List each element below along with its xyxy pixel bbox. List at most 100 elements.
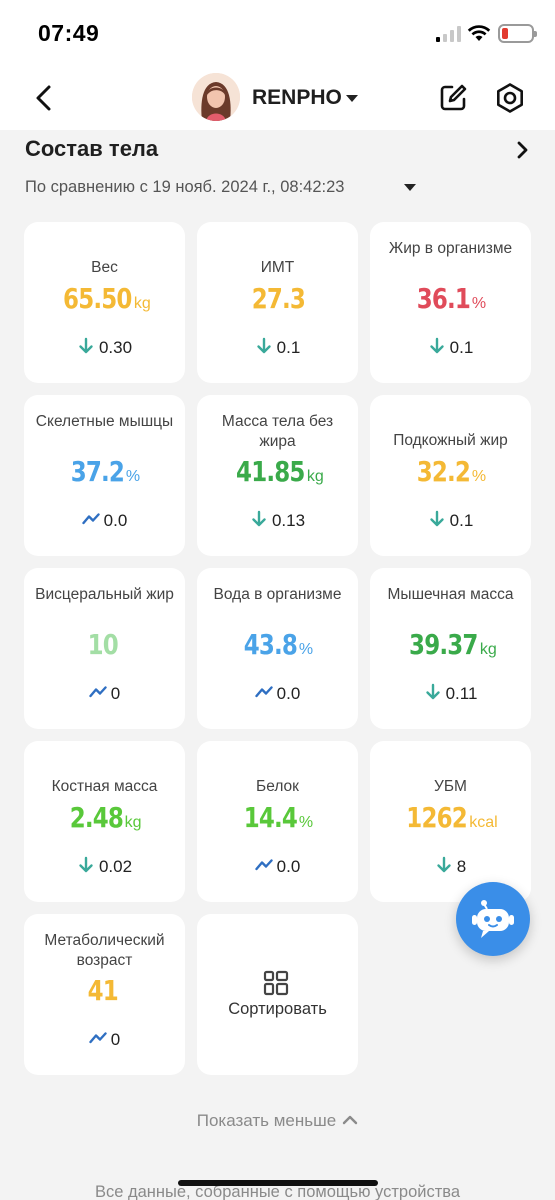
metric-value: 36.1% (370, 282, 531, 315)
show-less-label: Показать меньше (196, 1111, 337, 1130)
metric-change-value: 0.1 (276, 338, 301, 357)
metric-card[interactable]: ИМТ 27.3 0.1 (197, 222, 358, 383)
metric-change: 0.02 (24, 856, 185, 877)
metric-number: 10 (87, 628, 119, 661)
metric-number: 41 (87, 974, 119, 1007)
metric-unit: % (125, 468, 141, 485)
metric-card[interactable]: Костная масса 2.48 kg 0.02 (24, 741, 185, 902)
metric-unit: % (298, 641, 314, 658)
metric-change-value: 0.30 (98, 338, 133, 357)
metric-change-value: 0 (110, 1030, 121, 1049)
metric-value: 27.3 (197, 282, 358, 315)
metric-label: Скелетные мышцы (35, 413, 174, 430)
metric-change-value: 8 (456, 857, 467, 876)
metric-card[interactable]: Вода в организме 43.8% 0.0 (197, 568, 358, 729)
metric-change: 0.13 (197, 510, 358, 531)
metric-value: 37.2% (24, 455, 185, 488)
metric-change-value: 0.0 (276, 684, 301, 703)
metric-card[interactable]: Висцеральный жир 10 0 (24, 568, 185, 729)
battery-icon (498, 24, 537, 43)
metric-change: 0.30 (24, 337, 185, 358)
metric-label: Костная масса (51, 778, 158, 795)
metric-unit: % (298, 814, 314, 831)
metric-change-value: 0.13 (271, 511, 306, 530)
metric-label: Подкожный жир (393, 432, 508, 449)
metric-number: 36.1 (416, 282, 471, 315)
metric-unit: % (471, 295, 487, 312)
arrow-down-icon (79, 337, 93, 354)
home-indicator (178, 1180, 378, 1186)
metric-value: 10 (24, 628, 185, 661)
edit-button[interactable] (437, 82, 469, 114)
metric-change-value: 0.1 (449, 511, 474, 530)
assistant-bot-button[interactable] (456, 882, 530, 956)
metric-label: Жир в организме (388, 240, 513, 257)
metric-card[interactable]: Мышечная масса 39.37 kg 0.11 (370, 568, 531, 729)
metric-unit: kg (306, 468, 324, 485)
metric-change: 8 (370, 856, 531, 877)
arrow-down-icon (429, 510, 444, 527)
arrow-down-icon (79, 856, 93, 873)
metric-label: Метаболический возраст (44, 932, 165, 969)
sort-card[interactable]: Сортировать (197, 914, 358, 1075)
metric-number: 2.48 (69, 801, 123, 834)
comparison-dropdown-caret-icon[interactable] (404, 184, 416, 191)
trend-flat-wave-icon (254, 686, 273, 698)
arrow-down-icon (437, 856, 451, 873)
metric-change: 0.0 (24, 510, 185, 531)
metric-card[interactable]: Масса тела без жира 41.85 kg 0.13 (197, 395, 358, 556)
metric-label: Вес (91, 259, 118, 276)
metric-unit: kg (479, 641, 497, 658)
metric-card[interactable]: Подкожный жир 32.2% 0.1 (370, 395, 531, 556)
avatar[interactable] (192, 73, 240, 121)
metric-card[interactable]: Метаболический возраст 41 0 (24, 914, 185, 1075)
metric-label: Висцеральный жир (35, 586, 174, 603)
metric-label: УБМ (434, 778, 467, 795)
user-name[interactable]: RENPHO (252, 86, 342, 109)
metric-number: 32.2 (416, 455, 471, 488)
arrow-down-icon (425, 683, 440, 700)
robot-chat-icon (472, 900, 514, 938)
metric-number: 27.3 (251, 282, 306, 315)
metric-value: 14.4% (197, 801, 358, 834)
back-button[interactable] (30, 83, 60, 113)
metric-change-value: 0.11 (445, 684, 478, 703)
metric-change-value: 0 (110, 684, 121, 703)
metric-change: 0 (24, 1029, 185, 1050)
comparison-date[interactable]: По сравнению с 19 нояб. 2024 г., 08:42:2… (25, 178, 345, 196)
show-less-button[interactable]: Показать меньше (0, 1111, 555, 1131)
metric-value: 2.48 kg (24, 801, 185, 834)
trend-flat-wave-icon (89, 1032, 107, 1044)
status-bar: 07:49 (0, 0, 555, 70)
user-dropdown-caret-icon[interactable] (346, 95, 358, 102)
chevron-up-icon (343, 1115, 358, 1125)
metric-card[interactable]: Жир в организме 36.1% 0.1 (370, 222, 531, 383)
metric-card[interactable]: Белок 14.4% 0.0 (197, 741, 358, 902)
trend-flat-wave-icon (254, 859, 273, 871)
trend-flat-wave-icon (89, 686, 107, 698)
metric-value: 41 (24, 974, 185, 1007)
metric-number: 14.4 (243, 801, 298, 834)
metric-value: 1262 kcal (370, 801, 531, 834)
sort-grid-icon (263, 970, 289, 996)
metric-card[interactable]: Вес 65.50 kg 0.30 (24, 222, 185, 383)
wifi-icon (467, 25, 491, 41)
arrow-down-icon (429, 337, 444, 354)
metric-change: 0.11 (370, 683, 531, 704)
sort-label: Сортировать (228, 1000, 327, 1018)
metric-change: 0.1 (370, 337, 531, 358)
metric-change: 0.0 (197, 856, 358, 877)
metric-card[interactable]: УБМ 1262 kcal 8 (370, 741, 531, 902)
trend-flat-wave-icon (81, 513, 100, 525)
metric-card[interactable]: Скелетные мышцы 37.2% 0.0 (24, 395, 185, 556)
arrow-down-icon (252, 510, 266, 527)
metric-change: 0.1 (370, 510, 531, 531)
metric-label: Масса тела без жира (221, 413, 334, 450)
metric-number: 1262 (406, 801, 468, 834)
chevron-right-icon[interactable] (512, 140, 532, 160)
metric-label: ИМТ (260, 259, 295, 276)
metric-value: 32.2% (370, 455, 531, 488)
metric-value: 41.85 kg (197, 455, 358, 488)
top-nav: RENPHO (0, 70, 555, 130)
settings-gear-button[interactable] (494, 82, 526, 114)
